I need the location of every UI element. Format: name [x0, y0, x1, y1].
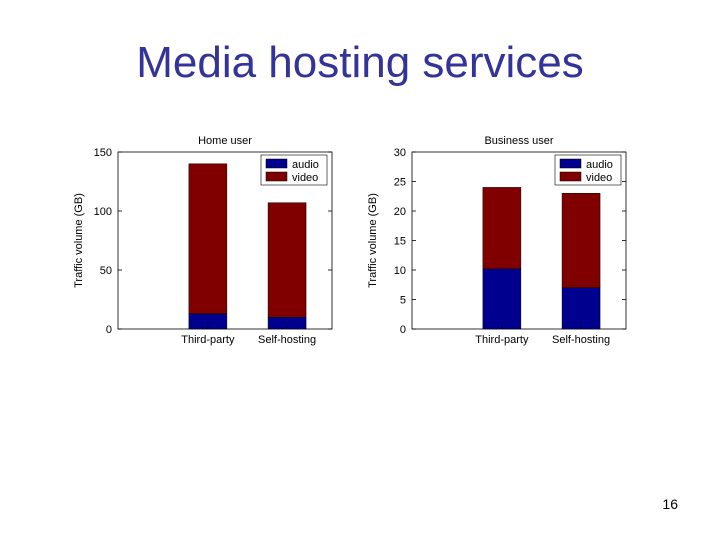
legend-label-video: video	[292, 172, 318, 184]
page-number: 16	[662, 496, 678, 512]
y-axis-label: Traffic volume (GB)	[367, 193, 379, 288]
x-tick-label: Self-hosting	[258, 334, 316, 346]
legend-swatch-video	[559, 171, 582, 182]
legend-swatch-audio	[265, 158, 288, 169]
y-tick-label: 50	[100, 265, 112, 277]
y-tick-label: 25	[394, 177, 406, 189]
bar-video	[267, 202, 307, 318]
slide-title: Media hosting services	[136, 38, 584, 87]
legend-label-video: video	[586, 172, 612, 184]
legend-label-audio: audio	[292, 159, 319, 171]
home-user-chart: Home user Traffic volume (GB) 0 50 100 150 Thi…	[73, 135, 333, 346]
y-tick-label: 150	[94, 147, 112, 159]
legend-label-audio: audio	[586, 159, 613, 171]
x-tick-label: Self-hosting	[552, 334, 610, 346]
y-axis-label: Traffic volume (GB)	[73, 193, 85, 288]
bar-audio	[561, 287, 601, 330]
y-tick-label: 20	[394, 206, 406, 218]
bar-audio	[482, 268, 522, 330]
y-tick-label: 100	[94, 206, 112, 218]
legend-swatch-video	[265, 171, 288, 182]
chart-title: Home user	[198, 135, 252, 147]
y-tick-label: 15	[394, 236, 406, 248]
legend-swatch-audio	[559, 158, 582, 169]
bar-video	[561, 193, 601, 288]
y-tick-label: 30	[394, 147, 406, 159]
y-tick-label: 0	[106, 324, 112, 336]
bar-video	[482, 187, 522, 270]
y-tick-label: 5	[400, 295, 406, 307]
y-tick-label: 10	[394, 265, 406, 277]
y-tick-label: 0	[400, 324, 406, 336]
bar-video	[188, 163, 228, 314]
x-tick-label: Third-party	[475, 334, 529, 346]
business-user-chart: Business user Traffic volume (GB) 0 5 10 15 20…	[367, 135, 627, 346]
x-tick-label: Third-party	[181, 334, 235, 346]
chart-title: Business user	[484, 135, 553, 147]
